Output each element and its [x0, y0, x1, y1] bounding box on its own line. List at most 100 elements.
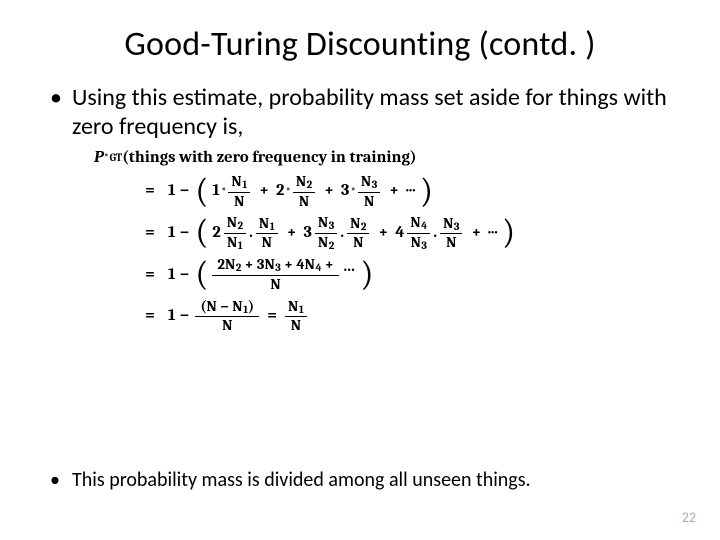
den-n: N	[288, 317, 304, 334]
frac-n3-n: N3 N	[440, 216, 462, 251]
sub: 1	[298, 303, 304, 316]
sub: 2	[360, 220, 366, 233]
frac-sum-n: 2N2 + 3N3 + 4N4 + N	[212, 257, 338, 292]
frac-n2-n: N2 N	[347, 216, 369, 251]
plus: +	[384, 183, 404, 200]
minus: −	[176, 308, 194, 325]
coef-3: 3	[341, 183, 350, 200]
sub: 3	[453, 220, 459, 233]
frac-n4-n3: N4 N3	[407, 215, 430, 251]
den-n: N	[231, 193, 247, 210]
n: N	[225, 255, 235, 273]
math-line-4: = 1 − (N − N1) N = N1 N	[140, 299, 680, 334]
bullet-list-top: Using this estimate, probability mass se…	[50, 83, 680, 142]
den-n: N	[350, 234, 366, 251]
eq-sign: =	[140, 308, 160, 325]
bullet-list-bottom-wrap: This probability mass is divided among a…	[40, 468, 680, 496]
sum-numerator: 2N2 + 3N3 + 4N4 +	[212, 257, 338, 276]
n: N	[227, 213, 237, 231]
den-n: N	[259, 234, 275, 251]
frac-n1-n: N1 N	[256, 216, 278, 251]
n: N	[206, 297, 216, 315]
frac-n2-n1: N2 N1	[224, 215, 246, 251]
n: N	[318, 213, 328, 231]
eq-sign: =	[140, 267, 160, 284]
dots-upper: …	[341, 259, 359, 276]
den-n: N	[296, 193, 312, 210]
sub: 3	[275, 261, 281, 274]
frac-n3-n2: N3 N2	[315, 215, 337, 251]
frac-n3-n: N3 N	[358, 174, 380, 209]
n: N	[231, 172, 241, 190]
minus: −	[176, 225, 194, 242]
n: N	[232, 297, 242, 315]
n: N	[296, 172, 306, 190]
sub-3: 3	[371, 178, 377, 191]
c: 4	[296, 255, 304, 273]
dot: .	[248, 225, 254, 242]
sub: 1	[243, 303, 249, 316]
term-1: 1* N1 N	[212, 174, 252, 209]
n: N	[305, 255, 315, 273]
n: N	[288, 297, 298, 315]
math-line-lhs: P*GT(things with zero frequency in train…	[94, 150, 680, 167]
slide-title: Good-Turing Discounting (contd. )	[40, 24, 680, 65]
one: 1	[168, 308, 176, 325]
plus: +	[282, 225, 302, 242]
frac-n1-n-final: N1 N	[285, 299, 307, 334]
plus: +	[254, 183, 274, 200]
plus: +	[466, 225, 486, 242]
term-2: 2* N2 N	[276, 174, 317, 209]
n: N	[350, 214, 360, 232]
star: *	[285, 186, 290, 197]
frac-n1-n: N1 N	[228, 174, 250, 209]
lhs-arg: (things with zero frequency in training)	[122, 150, 417, 167]
n: N	[227, 233, 237, 251]
page-number: 22	[682, 509, 696, 526]
sub: 2	[235, 261, 241, 274]
sub: 2	[328, 239, 334, 252]
sub: 1	[269, 220, 275, 233]
math-line-1: = 1 − ( 1* N1 N + 2* N2 N + 3*	[140, 174, 680, 209]
one: 1	[168, 267, 176, 284]
gt-sub: GT	[109, 152, 122, 163]
term-2a: 2 N2 N1 . N1 N	[212, 215, 279, 251]
sub-1: 1	[242, 178, 248, 191]
p-symbol: P	[94, 150, 104, 167]
n: N	[259, 214, 269, 232]
eq-sign: =	[140, 225, 160, 242]
star: *	[221, 186, 226, 197]
minus: −	[176, 267, 194, 284]
sub: 3	[328, 219, 334, 232]
den-n: N	[267, 276, 283, 293]
sub: 2	[237, 219, 243, 232]
sub: 1	[237, 239, 243, 252]
one: 1	[168, 183, 176, 200]
n: N	[411, 233, 421, 251]
slide: Good-Turing Discounting (contd. ) Using …	[0, 0, 720, 540]
dot: .	[339, 225, 345, 242]
sub: 4	[421, 219, 428, 232]
n: N	[410, 213, 420, 231]
den-n: N	[219, 317, 235, 334]
n: N	[361, 172, 371, 190]
coef-1: 1	[212, 183, 221, 200]
n: N	[264, 255, 274, 273]
eq-sign: =	[140, 183, 160, 200]
c: 2	[217, 255, 225, 273]
bullet-list-bottom: This probability mass is divided among a…	[50, 468, 680, 492]
math-line-2: = 1 − ( 2 N2 N1 . N1 N + 3 N3	[140, 215, 680, 251]
term-2c: 4 N4 N3 . N3 N	[395, 215, 464, 251]
sub: 4	[315, 261, 322, 274]
frac-nminusn1-n: (N − N1) N	[195, 299, 259, 334]
n: N	[443, 214, 453, 232]
den-n: N	[443, 234, 459, 251]
minus: −	[176, 183, 194, 200]
plus: +	[373, 225, 393, 242]
frac-n2-n: N2 N	[293, 174, 315, 209]
coef-2: 2	[212, 225, 221, 242]
star: *	[350, 186, 355, 197]
den-n: N	[361, 193, 377, 210]
plus: +	[284, 255, 296, 273]
n: N	[318, 233, 328, 251]
